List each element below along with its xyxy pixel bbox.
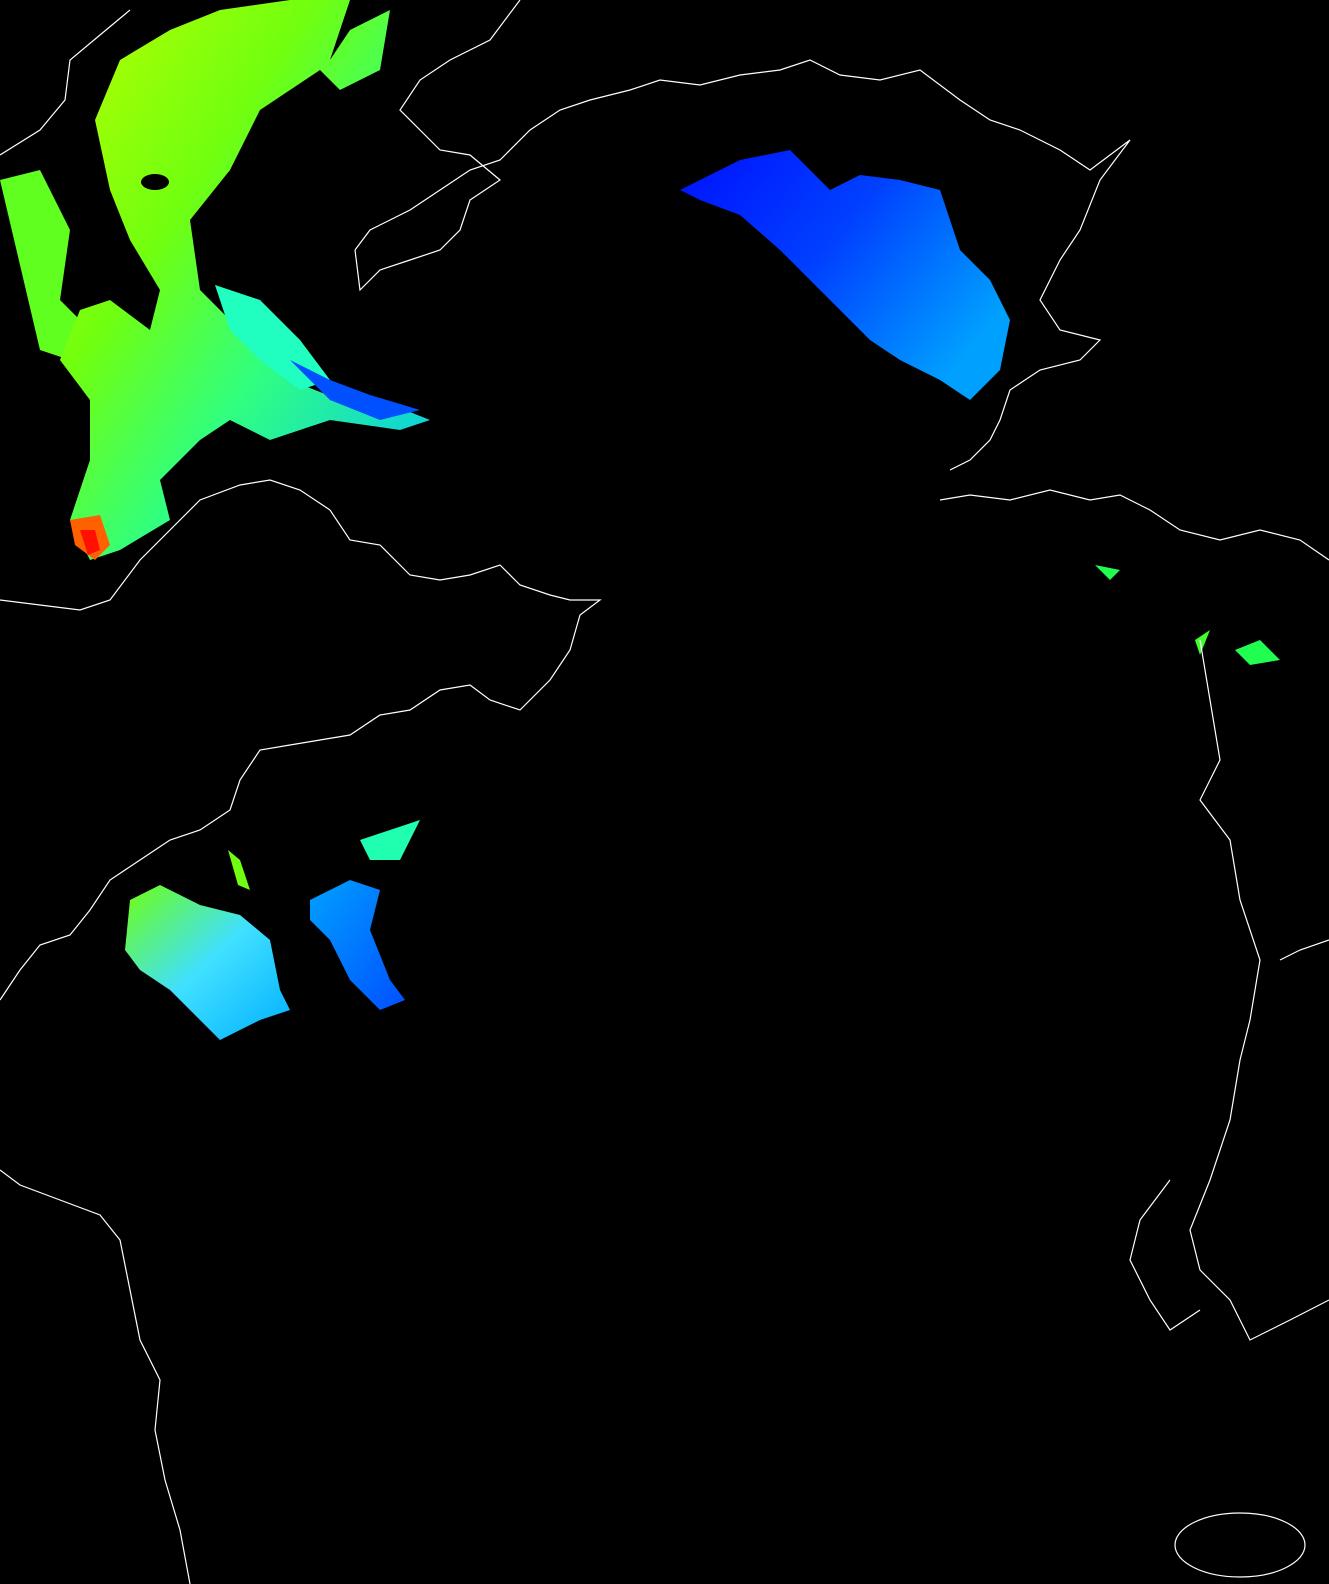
data-overlay-shandong (125, 820, 420, 1040)
data-overlay-korea-west (1095, 565, 1280, 665)
data-overlay-korea-bay (680, 150, 1010, 400)
data-overlay-bohai (0, 0, 430, 560)
jeju-island-outline (1174, 1512, 1306, 1578)
